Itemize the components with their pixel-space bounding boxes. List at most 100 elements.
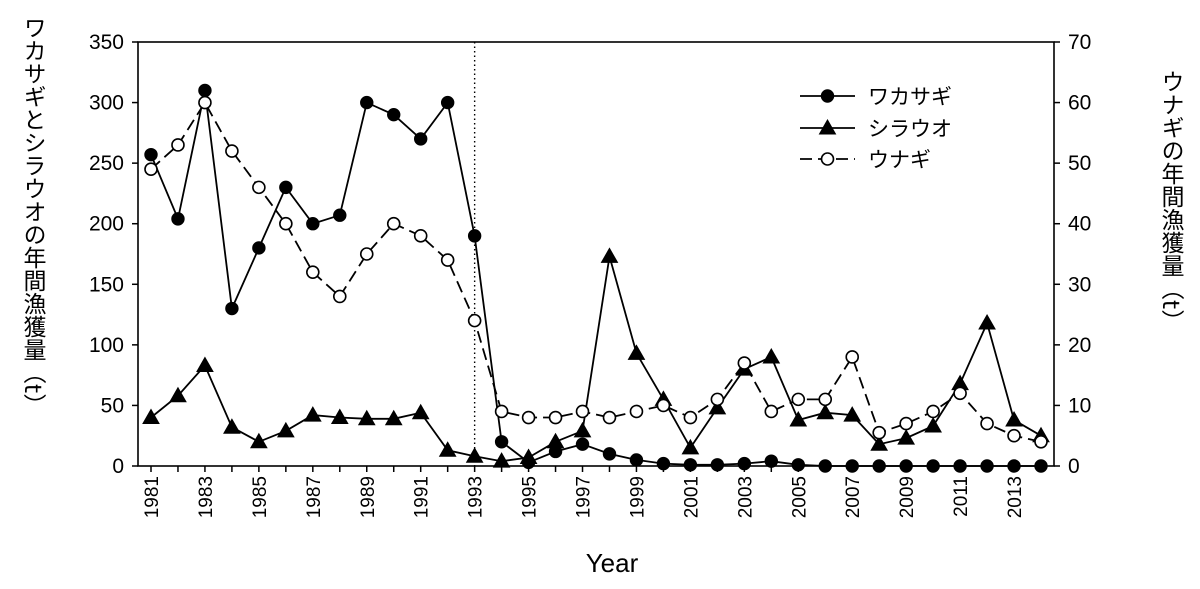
data-point-wakasagi: [926, 459, 940, 473]
plot-frame: [137, 41, 1055, 467]
data-point-unagi: [521, 410, 536, 425]
data-point-shirauo: [546, 432, 565, 449]
data-point-unagi: [171, 138, 185, 152]
x-tick-label: 2003: [735, 476, 756, 518]
data-point-shirauo: [465, 447, 484, 463]
data-point-wakasagi: [360, 95, 374, 110]
data-point-unagi: [306, 265, 320, 279]
data-point-unagi: [818, 392, 833, 407]
data-point-unagi: [820, 152, 835, 166]
data-point-shirauo: [250, 432, 268, 449]
data-point-unagi: [683, 410, 698, 425]
data-point-shirauo: [411, 403, 430, 420]
left-y-tick-label: 250: [89, 152, 124, 175]
x-tick-label: 1997: [574, 476, 595, 518]
data-point-unagi: [359, 247, 374, 261]
data-point-wakasagi: [629, 453, 644, 467]
data-point-shirauo: [142, 408, 160, 425]
x-tick-label: 1999: [627, 476, 648, 518]
data-point-unagi: [252, 180, 266, 195]
data-point-unagi: [386, 216, 401, 231]
series-line-unagi: [150, 100, 1042, 443]
data-point-wakasagi: [710, 458, 725, 472]
data-point-wakasagi: [252, 241, 266, 255]
data-point-shirauo: [573, 421, 592, 438]
x-tick-label: 1985: [250, 476, 271, 518]
series-line-wakasagi: [150, 90, 1041, 467]
data-point-unagi: [926, 404, 940, 419]
data-point-wakasagi: [899, 459, 913, 473]
data-point-wakasagi: [494, 435, 509, 449]
data-point-shirauo: [870, 435, 889, 451]
data-point-wakasagi: [198, 83, 212, 98]
data-point-wakasagi: [845, 459, 859, 473]
right-y-tick-label: 60: [1068, 92, 1091, 115]
right-y-tick-label: 50: [1068, 152, 1091, 175]
data-point-wakasagi: [575, 437, 590, 451]
data-point-shirauo: [897, 429, 916, 445]
data-point-shirauo: [303, 406, 322, 422]
data-point-wakasagi: [225, 301, 239, 316]
data-point-unagi: [899, 416, 913, 431]
left-y-tick-label: 200: [89, 213, 124, 236]
data-point-wakasagi: [764, 454, 779, 468]
right-axis-title: ウナギの年間漁獲量（t）: [1157, 70, 1185, 332]
x-tick-label: 2001: [681, 476, 702, 518]
data-point-shirauo: [330, 408, 349, 425]
data-point-wakasagi: [333, 208, 347, 222]
data-point-wakasagi: [467, 229, 482, 243]
data-point-unagi: [737, 356, 752, 370]
data-point-unagi: [332, 289, 347, 304]
data-point-shirauo: [519, 448, 538, 465]
data-point-shirauo: [816, 403, 835, 420]
data-point-wakasagi: [872, 459, 886, 473]
data-point-shirauo: [843, 406, 862, 422]
x-tick-label: 1995: [520, 476, 541, 518]
x-tick-label: 1989: [358, 476, 379, 518]
data-point-wakasagi: [1034, 459, 1048, 473]
data-point-wakasagi: [656, 456, 671, 471]
data-point-shirauo: [223, 418, 241, 434]
x-tick-label: 1993: [466, 476, 487, 518]
right-y-tick-label: 70: [1068, 31, 1091, 54]
data-point-shirauo: [762, 347, 781, 364]
data-point-wakasagi: [791, 458, 805, 472]
x-tick-label: 1981: [142, 476, 163, 518]
legend-label-shirauo: シラウオ: [868, 117, 952, 141]
legend-label-unagi: ウナギ: [868, 148, 931, 172]
left-y-tick-label: 350: [89, 31, 124, 54]
x-tick-label: 2005: [789, 476, 810, 518]
data-point-wakasagi: [980, 459, 994, 473]
data-point-wakasagi: [306, 217, 320, 231]
data-point-shirauo: [1005, 410, 1023, 427]
data-point-unagi: [602, 410, 617, 425]
x-tick-label: 2007: [843, 476, 864, 518]
data-point-wakasagi: [953, 459, 967, 473]
right-y-tick-label: 40: [1068, 213, 1091, 236]
data-point-unagi: [953, 386, 967, 401]
right-y-tick-label: 20: [1068, 334, 1091, 357]
data-point-shirauo: [438, 441, 457, 457]
data-point-shirauo: [276, 421, 295, 438]
left-y-tick-label: 50: [101, 394, 124, 417]
data-point-unagi: [845, 350, 860, 364]
data-point-unagi: [710, 392, 725, 407]
data-point-wakasagi: [683, 458, 698, 472]
data-point-unagi: [629, 404, 644, 419]
right-y-tick-label: 0: [1068, 455, 1080, 478]
left-axis-title: ワカサギとシラウオの年間漁獲量（t）: [19, 16, 47, 416]
data-point-shirauo: [600, 247, 619, 263]
data-point-shirauo: [384, 409, 403, 426]
data-point-shirauo: [708, 398, 727, 415]
data-point-unagi: [440, 253, 455, 267]
data-point-unagi: [413, 229, 428, 243]
right-y-tick-label: 30: [1068, 273, 1091, 296]
data-point-unagi: [575, 404, 590, 419]
x-tick-label: 1991: [412, 476, 433, 518]
x-tick-label: 2009: [897, 476, 918, 518]
left-y-tick-label: 150: [89, 273, 124, 296]
data-point-shirauo: [196, 356, 214, 372]
right-y-tick-label: 10: [1068, 394, 1091, 417]
data-point-unagi: [1007, 428, 1021, 443]
